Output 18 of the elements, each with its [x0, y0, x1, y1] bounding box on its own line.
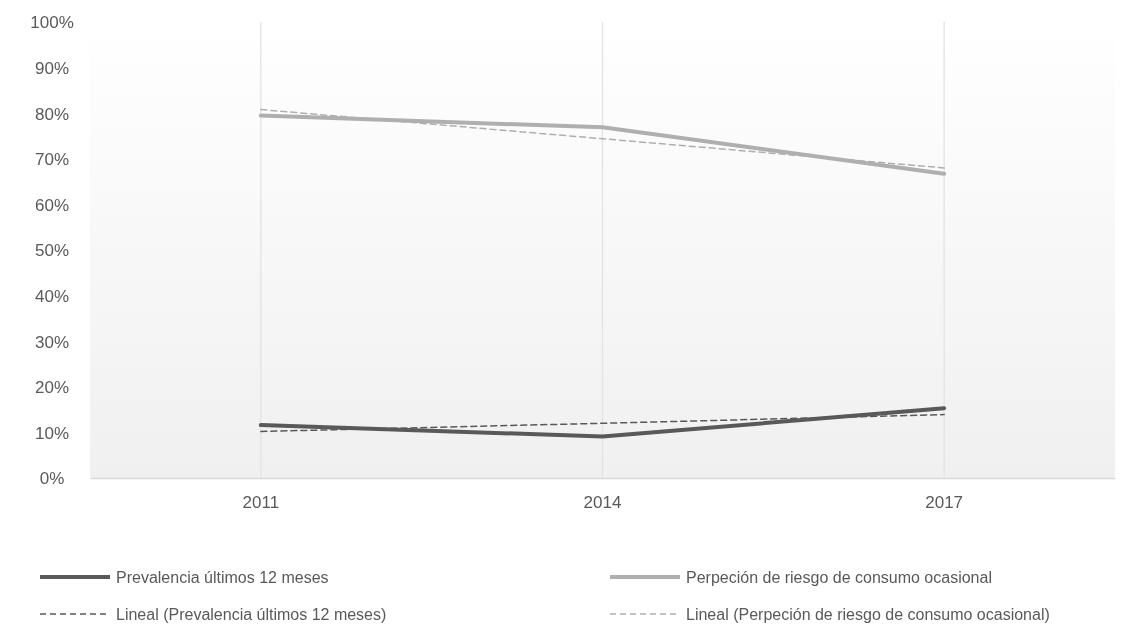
x-tick-label: 2014: [583, 493, 622, 513]
y-tick-label: 0%: [39, 469, 65, 489]
y-tick-label: 30%: [34, 332, 70, 352]
legend-label: Lineal (Prevalencia últimos 12 meses): [116, 605, 387, 623]
legend-label: Perpeción de riesgo de consumo ocasional: [686, 568, 992, 586]
y-tick-label: 100%: [30, 13, 74, 33]
x-tick-label: 2017: [925, 493, 964, 513]
y-tick-label: 50%: [34, 241, 70, 261]
y-tick-label: 40%: [34, 287, 70, 307]
y-tick-label: 60%: [34, 195, 70, 215]
y-tick-label: 10%: [34, 423, 70, 443]
y-tick-label: 90%: [34, 59, 70, 79]
y-tick-label: 70%: [34, 150, 70, 170]
y-tick-label: 20%: [34, 378, 70, 398]
x-tick-label: 2011: [242, 493, 280, 513]
y-tick-label: 80%: [34, 104, 70, 124]
legend-label: Lineal (Perpeción de riesgo de consumo ocasional): [686, 605, 1050, 623]
legend-label: Prevalencia últimos 12 meses: [116, 568, 329, 586]
